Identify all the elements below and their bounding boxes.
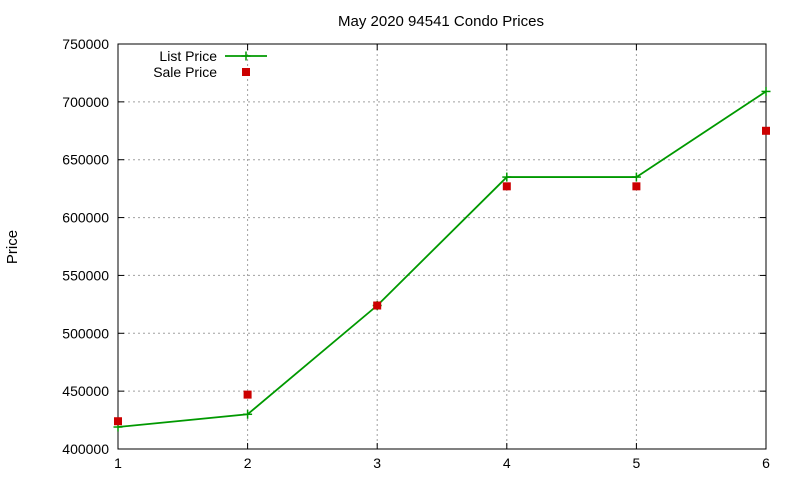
y-tick-label: 400000	[62, 441, 109, 457]
y-tick-label: 450000	[62, 383, 109, 399]
list-price-point	[631, 172, 641, 182]
y-tick-label: 700000	[62, 94, 109, 110]
x-tick-label: 3	[373, 455, 381, 471]
sale-price-point	[632, 182, 641, 191]
series-list-price	[113, 86, 771, 432]
series-sale-price	[114, 126, 770, 426]
chart-title: May 2020 94541 Condo Prices	[338, 13, 544, 30]
y-tick-label: 750000	[62, 36, 109, 52]
y-axis-label: Price	[4, 230, 21, 264]
x-tick-label: 6	[762, 455, 770, 471]
y-tick-label: 650000	[62, 152, 109, 168]
sale-price-point	[243, 390, 252, 399]
sale-price-point	[114, 417, 122, 426]
y-tick-label: 600000	[62, 210, 109, 226]
x-tick-label: 4	[503, 455, 511, 471]
axis-ticks: 400000 450000 500000 550000 600000 650000 7000…	[62, 36, 770, 471]
legend-label: List Price	[159, 48, 217, 64]
grid	[118, 44, 766, 449]
list-price-point	[502, 172, 512, 182]
list-price-point	[761, 86, 771, 96]
y-tick-label: 550000	[62, 267, 109, 283]
legend-marker	[242, 68, 250, 76]
legend-label: Sale Price	[153, 64, 217, 80]
list-price-line	[117, 90, 767, 428]
series	[113, 86, 771, 432]
sale-price-point	[762, 126, 770, 135]
x-tick-label: 2	[244, 455, 252, 471]
plot-frame	[117, 43, 767, 450]
legend-marker	[241, 51, 251, 61]
x-tick-label: 1	[114, 455, 122, 471]
x-tick-label: 5	[633, 455, 641, 471]
sale-price-point	[373, 301, 382, 310]
list-price-point	[243, 409, 253, 419]
y-tick-label: 500000	[62, 325, 109, 341]
sale-price-point	[502, 182, 511, 191]
